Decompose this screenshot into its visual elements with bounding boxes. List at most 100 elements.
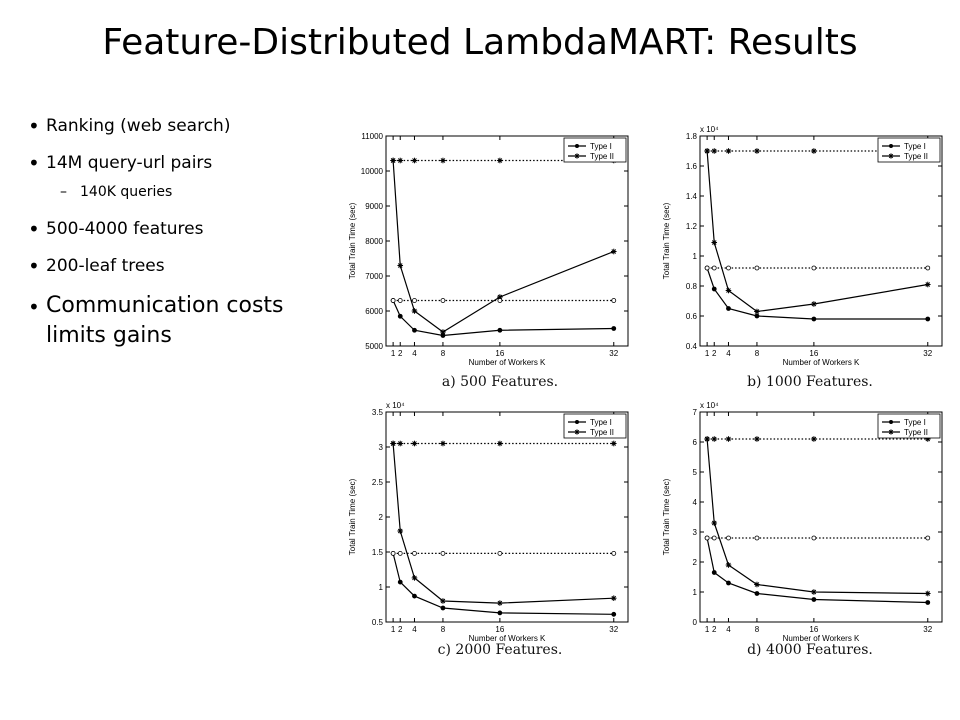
x-axis-label: Number of Workers K [783, 358, 860, 367]
legend-label: Type II [904, 428, 928, 437]
series-point-3 [497, 157, 503, 164]
series-point-3 [704, 148, 710, 154]
series-point-1 [397, 528, 404, 534]
y-tick-label: 11000 [361, 132, 383, 141]
legend-marker [574, 153, 580, 159]
chart-caption: a) 500 Features. [441, 374, 559, 390]
legend-box [563, 137, 627, 163]
series-point-1 [725, 562, 732, 568]
y-tick-label: 1 [379, 583, 384, 592]
y-tick-label: 7 [693, 408, 698, 417]
legend-marker [889, 420, 893, 424]
y-tick-label: 5000 [365, 342, 383, 351]
y-tick-label: 3 [693, 528, 698, 537]
series-point-0 [611, 611, 617, 617]
y-tick-label: 2 [693, 558, 698, 567]
series-point-0 [397, 579, 403, 585]
series-point-0 [497, 610, 503, 616]
bullet-list: • Ranking (web search) • 14M query-url p… [28, 114, 348, 351]
x-tick-label: 2 [398, 625, 403, 634]
chart-panel-4000-features: 0 1 2 3 4 5 6 7 1 2 4 8 16 32 Number of Workers K Total… [654, 396, 954, 646]
series-point-0 [811, 597, 817, 602]
series-point-3 [397, 157, 404, 164]
bullet-text: 14M query-url pairs [46, 153, 213, 173]
y-axis-label: Total Train Time (sec) [662, 478, 671, 555]
series-point-3 [390, 440, 396, 447]
series-point-0 [925, 316, 931, 322]
bullet-dot: • [28, 217, 40, 241]
bullet-item: • Ranking (web search) [28, 114, 348, 138]
series-line-1 [392, 443, 614, 604]
legend-label: Type I [590, 418, 612, 427]
series-point-2 [440, 298, 446, 303]
y-tick-label: 9000 [365, 202, 383, 211]
x-tick-label: 32 [923, 625, 932, 634]
series-line-1 [706, 150, 928, 313]
bullet-item-emphasis: • Communication costs limits gains [28, 291, 348, 351]
series-line-0 [706, 267, 928, 320]
series-point-2 [704, 265, 710, 271]
y-tick-label: 10000 [361, 167, 384, 176]
legend-marker [888, 429, 894, 435]
series-point-2 [754, 535, 760, 541]
series-point-0 [497, 327, 503, 333]
legend-marker [574, 429, 580, 435]
x-tick-label: 1 [705, 349, 710, 358]
legend-label: Type II [590, 152, 614, 161]
x-tick-label: 1 [391, 349, 396, 358]
y-tick-label: 0.4 [686, 342, 698, 351]
series-point-3 [811, 148, 817, 154]
y-exponent-label: x 10⁴ [386, 401, 405, 410]
x-tick-label: 32 [609, 625, 618, 634]
series-point-1 [924, 590, 931, 597]
series-point-3 [390, 157, 396, 164]
series-point-2 [711, 265, 717, 271]
legend-marker [888, 153, 894, 159]
y-tick-label: 8000 [365, 237, 383, 246]
chart-panel-2000-features: 0.5 1 1.5 2 2.5 3 3.5 1 2 4 8 16 32 Number of Workers… [340, 396, 640, 646]
series-point-0 [726, 306, 731, 311]
series-point-0 [611, 326, 617, 331]
x-tick-label: 2 [712, 349, 717, 358]
x-tick-label: 1 [705, 625, 710, 634]
sub-bullet-item: – 140K queries [28, 182, 348, 202]
slide-title: Feature-Distributed LambdaMART: Results [102, 22, 858, 63]
series-point-2 [704, 535, 710, 541]
x-tick-label: 16 [495, 625, 504, 634]
series-point-3 [497, 440, 503, 447]
x-tick-label: 8 [755, 349, 760, 358]
x-tick-label: 4 [726, 625, 731, 634]
x-tick-label: 2 [398, 349, 403, 358]
legend-box [877, 413, 941, 439]
chart-panel-1000-features: 0.4 0.6 0.8 1 1.2 1.4 1.6 1.8 1 2 4 8 16 32 Number of … [654, 120, 954, 370]
x-tick-label: 16 [495, 349, 504, 358]
y-exponent-label: x 10⁴ [700, 401, 719, 410]
series-point-2 [497, 550, 503, 556]
bullet-dot: • [28, 254, 40, 278]
chart-caption: b) 1000 Features. [747, 374, 873, 390]
x-tick-label: 4 [412, 625, 417, 634]
y-tick-label: 3.5 [372, 408, 384, 417]
series-point-2 [412, 550, 417, 556]
bullet-text: Communication costs limits gains [46, 293, 284, 348]
legend-label: Type I [904, 418, 926, 427]
sub-bullet-dash: – [60, 184, 67, 200]
y-tick-label: 6 [693, 438, 698, 447]
series-point-0 [412, 593, 417, 599]
x-tick-label: 32 [923, 349, 932, 358]
series-point-2 [811, 265, 817, 271]
series-line-1 [706, 438, 928, 595]
series-point-2 [925, 535, 931, 541]
legend-label: Type II [590, 428, 614, 437]
chart-panel-500-features: 5000 6000 7000 8000 9000 10000 11000 1 2 4 8 16 32 Nu… [340, 120, 640, 370]
series-point-1 [711, 520, 718, 526]
y-tick-label: 0 [693, 618, 698, 627]
x-tick-label: 2 [712, 625, 717, 634]
series-point-3 [725, 148, 732, 154]
series-point-1 [411, 308, 418, 314]
series-point-0 [754, 313, 760, 319]
y-axis-label: Total Train Time (sec) [348, 202, 357, 279]
